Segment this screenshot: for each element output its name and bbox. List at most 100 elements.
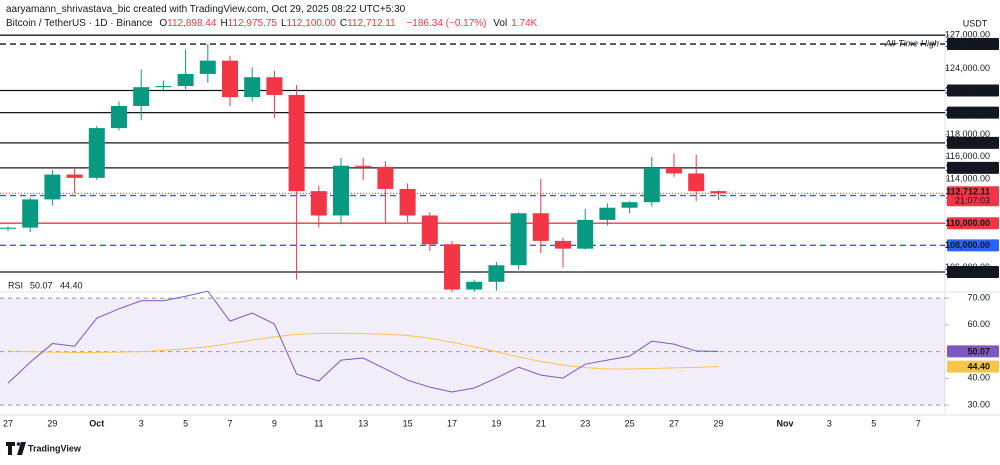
- y-tick-label: 116,000.00: [946, 151, 990, 161]
- candle-body: [621, 202, 638, 208]
- ohlc-key: H: [220, 18, 228, 29]
- volume-key: Vol: [493, 18, 508, 29]
- rsi-line: [7, 332, 719, 370]
- level-label-box: [947, 106, 999, 119]
- x-tick-label: 27: [3, 418, 13, 428]
- candle-body: [532, 213, 549, 241]
- candle-body: [111, 105, 127, 129]
- brand: TradingView: [28, 443, 82, 453]
- level-label-box: [947, 136, 999, 149]
- x-tick-label: 17: [447, 418, 457, 428]
- candle-body: [688, 173, 705, 192]
- currency: USDT: [963, 18, 988, 28]
- candle-body: [0, 227, 16, 229]
- candle-body: [155, 86, 172, 88]
- level-label: 110,000.00: [945, 218, 990, 228]
- logo-mark: [6, 442, 26, 455]
- x-tick-label: 27: [669, 418, 679, 428]
- level-label-box: [947, 217, 999, 230]
- x-tick-label: 19: [491, 418, 501, 428]
- y-tick-label: 124,000.00: [945, 63, 990, 73]
- y-tick-label: 70.00: [967, 292, 990, 302]
- candle-body: [643, 167, 660, 203]
- ohlc-value: 112,712.11: [347, 18, 396, 29]
- candle-body: [399, 188, 416, 216]
- rsi-title: RSI: [8, 280, 23, 290]
- x-tick-label: 11: [314, 418, 323, 428]
- rsi-legend-value: 50.07: [30, 280, 53, 290]
- candle-body: [266, 77, 283, 95]
- y-tick-label: 60.00: [967, 319, 990, 329]
- level-label: 108,000.00: [945, 240, 990, 250]
- ohlc-key: O: [159, 18, 168, 29]
- level-label: 117,261.30: [945, 138, 990, 148]
- candle-body: [510, 213, 527, 266]
- rsi-last-label-box: [947, 360, 999, 373]
- x-tick-label: 3: [139, 418, 144, 428]
- x-tick-label: 5: [183, 418, 188, 428]
- level-label: 126,199.63: [945, 39, 990, 49]
- candle-body: [377, 166, 394, 189]
- countdown: 21:07:03: [955, 196, 990, 206]
- candle-body: [577, 219, 594, 249]
- ohlc-key: C: [339, 18, 348, 29]
- symbol: Bitcoin / TetherUS · 1D · Binance: [6, 18, 153, 29]
- ohlc: O112,898.44 H112,975.75 L112,100.00 C112,71…: [159, 18, 399, 29]
- y-tick-label: 118,000.00: [946, 129, 990, 139]
- level-label: 115,000.00: [945, 163, 990, 173]
- legend: Bitcoin / TetherUS · 1D · Binance O112,8…: [6, 18, 541, 29]
- candle-body: [466, 281, 483, 290]
- brand-logo: [6, 442, 26, 455]
- x-tick-label: 7: [916, 418, 921, 428]
- x-tick-label: 15: [403, 418, 413, 428]
- level-label-box: [947, 239, 999, 252]
- rsi-line: [7, 290, 719, 393]
- candle-body: [555, 240, 571, 249]
- candle-body: [199, 60, 216, 74]
- candle-body: [288, 94, 305, 192]
- candle-body: [44, 174, 61, 200]
- ohlc-value: 112,898.44: [167, 18, 217, 29]
- candle-body: [177, 73, 194, 87]
- volume: 1.74K: [511, 18, 538, 29]
- y-tick-label: 40.00: [967, 373, 990, 383]
- candle-body: [355, 165, 372, 167]
- candle-body: [310, 191, 327, 216]
- level-label-box: [947, 266, 999, 279]
- candle-body: [66, 174, 83, 178]
- rsi-last-label: 44.40: [967, 361, 990, 371]
- candle-body: [710, 191, 727, 194]
- y-tick-label: 114,000.00: [946, 173, 990, 183]
- candle-body: [88, 128, 105, 178]
- level-label-box: [947, 161, 999, 174]
- x-tick-label: 7: [227, 418, 232, 428]
- rsi-last-label-box: [947, 345, 999, 358]
- level-label-box: [947, 38, 999, 51]
- x-tick-label: 23: [580, 418, 590, 428]
- x-tick-label: 21: [536, 418, 546, 428]
- rsi-legend-value: 44.40: [60, 280, 83, 290]
- candle-body: [244, 77, 261, 98]
- x-tick-label: Oct: [89, 418, 104, 428]
- y-tick-label: 127,000.00: [945, 30, 990, 40]
- level-label: 105,585.67: [945, 267, 990, 277]
- ohlc-key: L: [280, 18, 287, 29]
- level-annotation: All-Time High: [884, 38, 939, 48]
- x-tick-label: 3: [827, 418, 832, 428]
- candle-body: [222, 60, 238, 98]
- x-tick-label: 5: [871, 418, 876, 428]
- x-tick-label: 13: [358, 418, 368, 428]
- ohlc-value: 112,100.00: [286, 18, 336, 29]
- rsi-last-label: 50.07: [967, 346, 990, 356]
- x-tick-label: 9: [272, 418, 277, 428]
- candle-body: [133, 87, 150, 106]
- candle-body: [488, 265, 505, 282]
- candle-body: [421, 215, 438, 245]
- level-label-box: [947, 84, 999, 97]
- x-tick-label: Nov: [776, 418, 793, 428]
- x-tick-label: 29: [47, 418, 57, 428]
- level-label: 122,000.00: [945, 85, 990, 95]
- ohlc-value: 112,975.75: [227, 18, 277, 29]
